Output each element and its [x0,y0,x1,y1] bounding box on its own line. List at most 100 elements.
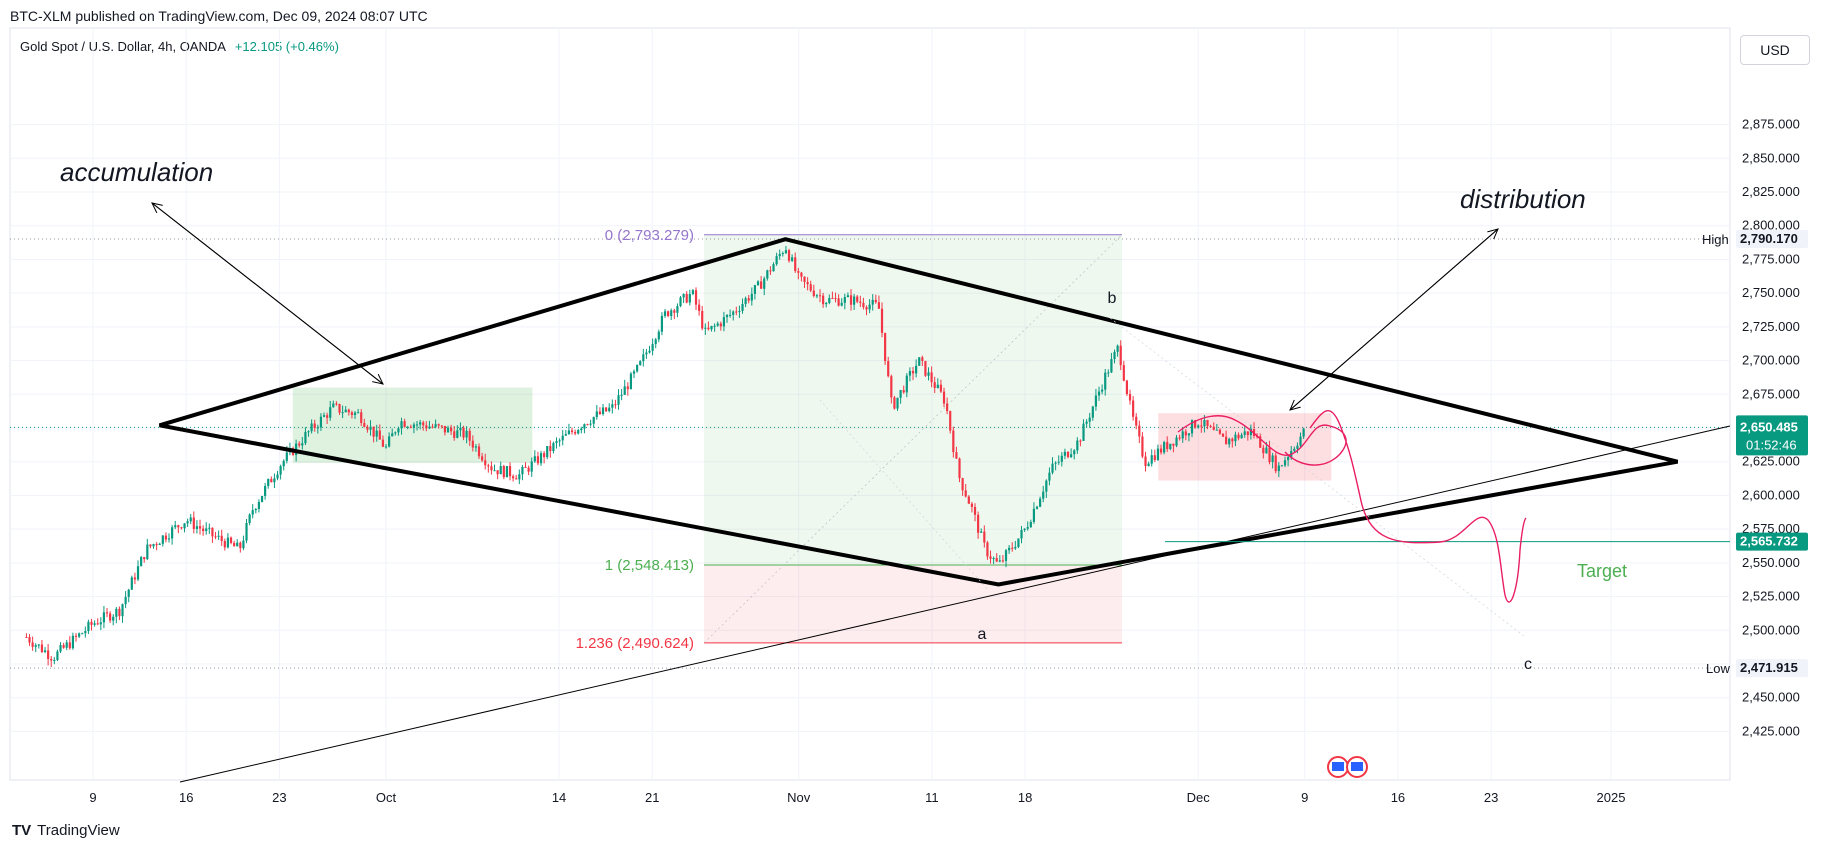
candle-body [1023,528,1026,531]
projected-path[interactable] [1177,410,1527,603]
candle-body [567,430,571,435]
label-wave-c: c [1524,656,1532,673]
candle-body [270,479,273,483]
candle-body [546,446,549,458]
candle-body [918,357,921,366]
symbol-legend[interactable]: Gold Spot / U.S. Dollar, 4h, OANDA +12.1… [20,39,339,54]
y-tick-label: 2,850.000 [1742,150,1800,165]
current-price-text: 2,650.485 [1740,419,1798,434]
candle-body [887,361,890,377]
low-price-tag-text: 2,471.915 [1740,660,1798,675]
candle-body [1079,440,1082,442]
arrow-distribution-down-head[interactable] [1487,228,1499,240]
accumulation-zone [292,387,533,464]
candle-body [1249,428,1253,436]
candle-body [251,510,254,515]
candle-body [1268,447,1271,463]
candle-body [1110,359,1113,373]
candle-body [859,301,862,303]
candle-body [642,354,645,362]
candle-body [50,658,53,661]
tradingview-logo[interactable]: TV TradingView [12,822,120,839]
candle-body [1104,372,1107,390]
candle-body [871,299,874,305]
candle-body [822,295,825,305]
candle-body [431,426,434,428]
candle-body [1045,480,1048,492]
candle-body [189,517,192,522]
candle-body [1231,438,1234,442]
candle-body [902,390,905,393]
tradingview-logo-icon: TV [12,822,32,839]
y-tick-label: 2,700.000 [1742,353,1800,368]
candle-body [65,642,68,648]
y-tick-label: 2,425.000 [1742,723,1800,738]
candle-body [155,544,158,546]
candle-body [450,427,453,432]
candle-body [130,577,133,590]
candle-body [124,596,127,605]
diamond-pattern[interactable] [159,237,1679,587]
drawings[interactable] [151,202,1731,783]
candle-body [428,426,431,429]
candle-body [357,412,360,414]
candle-body [40,644,44,653]
arrow-accumulation-right-shaft[interactable] [151,202,384,385]
candle-body [56,651,59,660]
candle-body [412,424,416,428]
candle-body [127,589,130,597]
candle-body [524,466,527,468]
candle-body [732,311,735,315]
candle-body [1057,461,1060,463]
candle-body [1035,506,1039,509]
candle-body [580,428,583,431]
x-tick-label: 9 [89,790,96,805]
candle-body [735,311,738,313]
fibonacci-tool[interactable]: 0 (2,793.279) 1 (2,548.413) 1.236 (2,490.6… [576,227,1123,652]
x-tick-label: Nov [787,790,811,805]
candle-body [812,290,815,296]
candle-body [862,302,865,308]
us-event-flag-icon-fill [1332,762,1344,771]
candle-body [719,323,722,327]
candle-body [691,290,695,295]
candle-body [1190,420,1194,434]
candle-body [403,421,406,428]
price-axis[interactable]: 2,425.000 2,450.000 2,500.000 2,525.000 2,55… [1702,117,1808,739]
candle-body [378,430,381,440]
candle-body [1240,434,1243,439]
candle-body [394,432,397,434]
candle-body [384,446,388,448]
trend-line-support[interactable] [179,425,1731,783]
candle-body [843,297,846,303]
currency-button[interactable]: USD [1740,35,1810,65]
candle-body [409,426,412,428]
fib-zone-0-1 [704,234,1122,565]
candle-body [1070,454,1073,458]
candle-body [632,371,636,374]
candle-body [1265,447,1268,454]
chart-grid [9,27,1731,781]
publish-info: BTC-XLM published on TradingView.com, De… [10,8,428,24]
y-tick-label: 2,800.000 [1742,218,1800,233]
candle-body [264,485,267,497]
candle-body [202,528,205,531]
candle-body [313,423,316,428]
candle-body [942,391,946,404]
candle-body [1271,455,1274,463]
candle-body [37,644,40,646]
candle-body [1029,521,1032,528]
time-axis[interactable]: 9 16 23 Oct 14 21 Nov 11 18 Dec 9 16 23 2025 [89,790,1625,805]
candle-body [1225,436,1228,445]
candle-body [236,542,239,547]
candle-body [1237,434,1240,439]
arrow-distribution-down-shaft[interactable] [1289,228,1499,411]
candle-body [766,270,769,279]
candle-body [1296,445,1299,449]
candle-body [298,443,301,446]
candle-body [462,427,465,438]
candle-body [1001,560,1005,562]
arrow-accumulation-right-head[interactable] [372,373,384,385]
candle-body [133,577,137,580]
